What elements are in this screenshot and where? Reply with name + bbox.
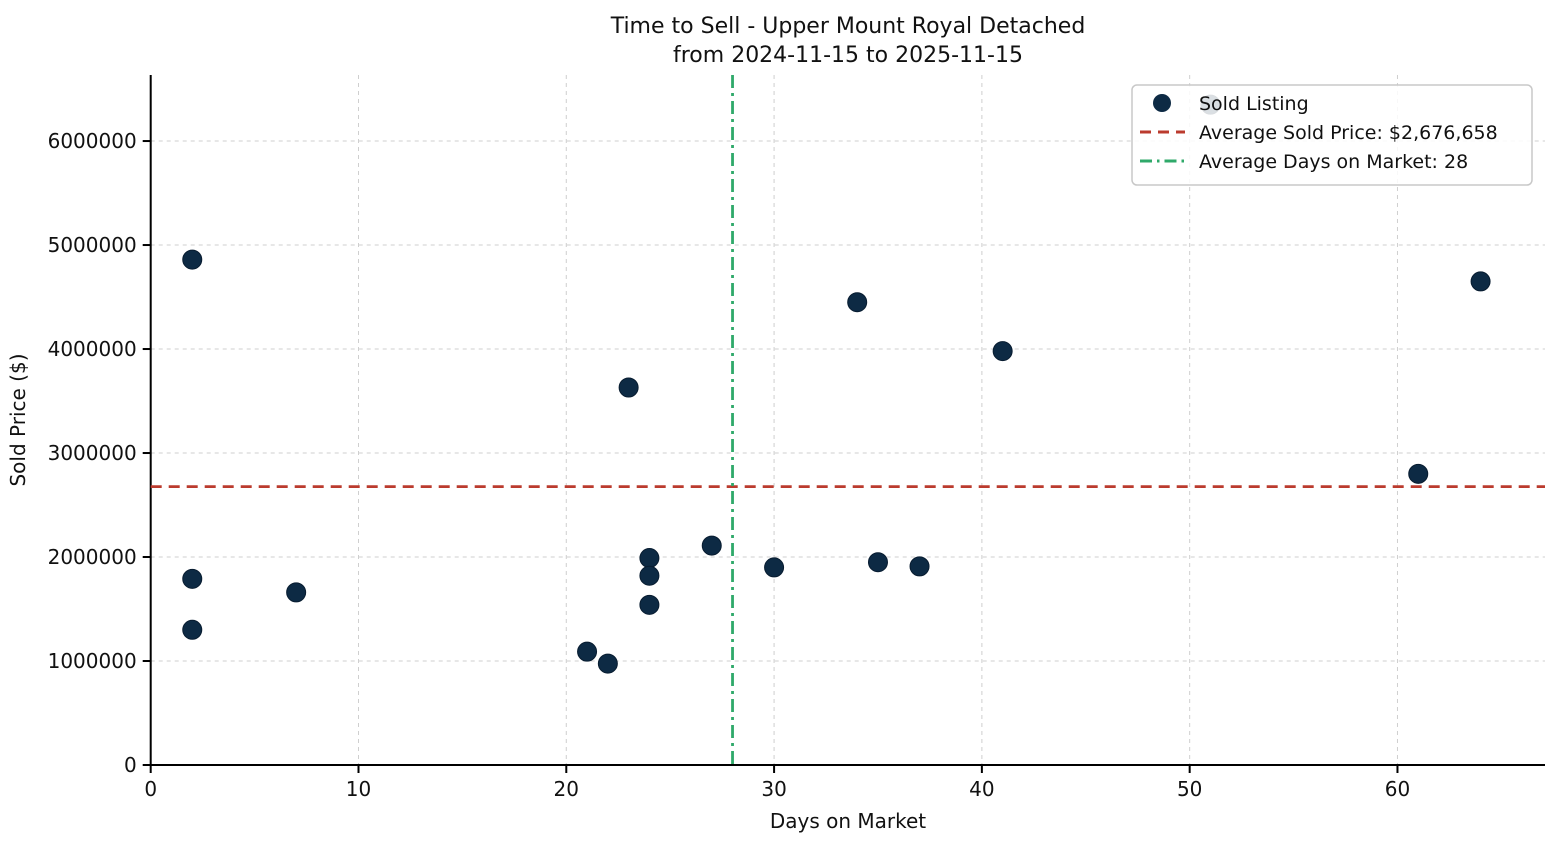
data-point xyxy=(992,341,1013,362)
data-point xyxy=(182,619,203,640)
y-tick-label: 4000000 xyxy=(48,337,137,361)
data-point xyxy=(577,641,598,662)
data-point xyxy=(182,249,203,270)
x-tick-label: 0 xyxy=(144,777,157,801)
data-point xyxy=(909,556,930,577)
data-point xyxy=(701,535,722,556)
chart-title-line2: from 2024-11-15 to 2025-11-15 xyxy=(673,43,1023,68)
data-point xyxy=(618,377,639,398)
data-point xyxy=(764,557,785,578)
axes-layer: 0 10 20 30 40 50 60 0 1000000 2000000 3000000 40000… xyxy=(48,75,1545,801)
x-tick-label: 50 xyxy=(1177,777,1202,801)
y-tick-label: 5000000 xyxy=(48,233,137,257)
legend-box xyxy=(1131,84,1533,186)
data-point xyxy=(182,568,203,589)
data-point xyxy=(847,292,868,313)
data-point xyxy=(867,552,888,573)
data-points-layer xyxy=(182,94,1491,674)
x-tick-label: 60 xyxy=(1385,777,1410,801)
data-point xyxy=(639,594,660,615)
x-tick-label: 40 xyxy=(969,777,994,801)
x-axis-label: Days on Market xyxy=(770,809,926,833)
y-axis-label: Sold Price ($) xyxy=(6,353,30,486)
x-tick-label: 10 xyxy=(346,777,371,801)
data-point xyxy=(639,548,660,569)
legend-entry: Sold Listing xyxy=(1153,93,1309,115)
x-tick-label: 20 xyxy=(554,777,579,801)
data-point xyxy=(1408,463,1429,484)
legend-label: Average Days on Market: 28 xyxy=(1199,151,1468,173)
y-tick-label: 3000000 xyxy=(48,441,137,465)
x-tick-label: 30 xyxy=(761,777,786,801)
y-tick-label: 0 xyxy=(124,753,137,777)
y-tick-label: 2000000 xyxy=(48,545,137,569)
legend-entry: Average Days on Market: 28 xyxy=(1140,151,1468,173)
chart-title-line1: Time to Sell - Upper Mount Royal Detache… xyxy=(610,14,1086,39)
legend: Sold Listing Average Sold Price: $2,676,6… xyxy=(1131,84,1533,186)
data-point xyxy=(1470,271,1491,292)
data-point xyxy=(639,565,660,586)
reference-lines-layer xyxy=(150,75,1545,765)
legend-label: Average Sold Price: $2,676,658 xyxy=(1199,122,1498,144)
legend-entry: Average Sold Price: $2,676,658 xyxy=(1140,122,1498,144)
y-tick-label: 1000000 xyxy=(48,649,137,673)
legend-label: Sold Listing xyxy=(1199,93,1309,115)
data-point xyxy=(286,582,307,603)
legend-dot-marker xyxy=(1153,94,1171,112)
y-tick-label: 6000000 xyxy=(48,129,137,153)
data-point xyxy=(597,653,618,674)
